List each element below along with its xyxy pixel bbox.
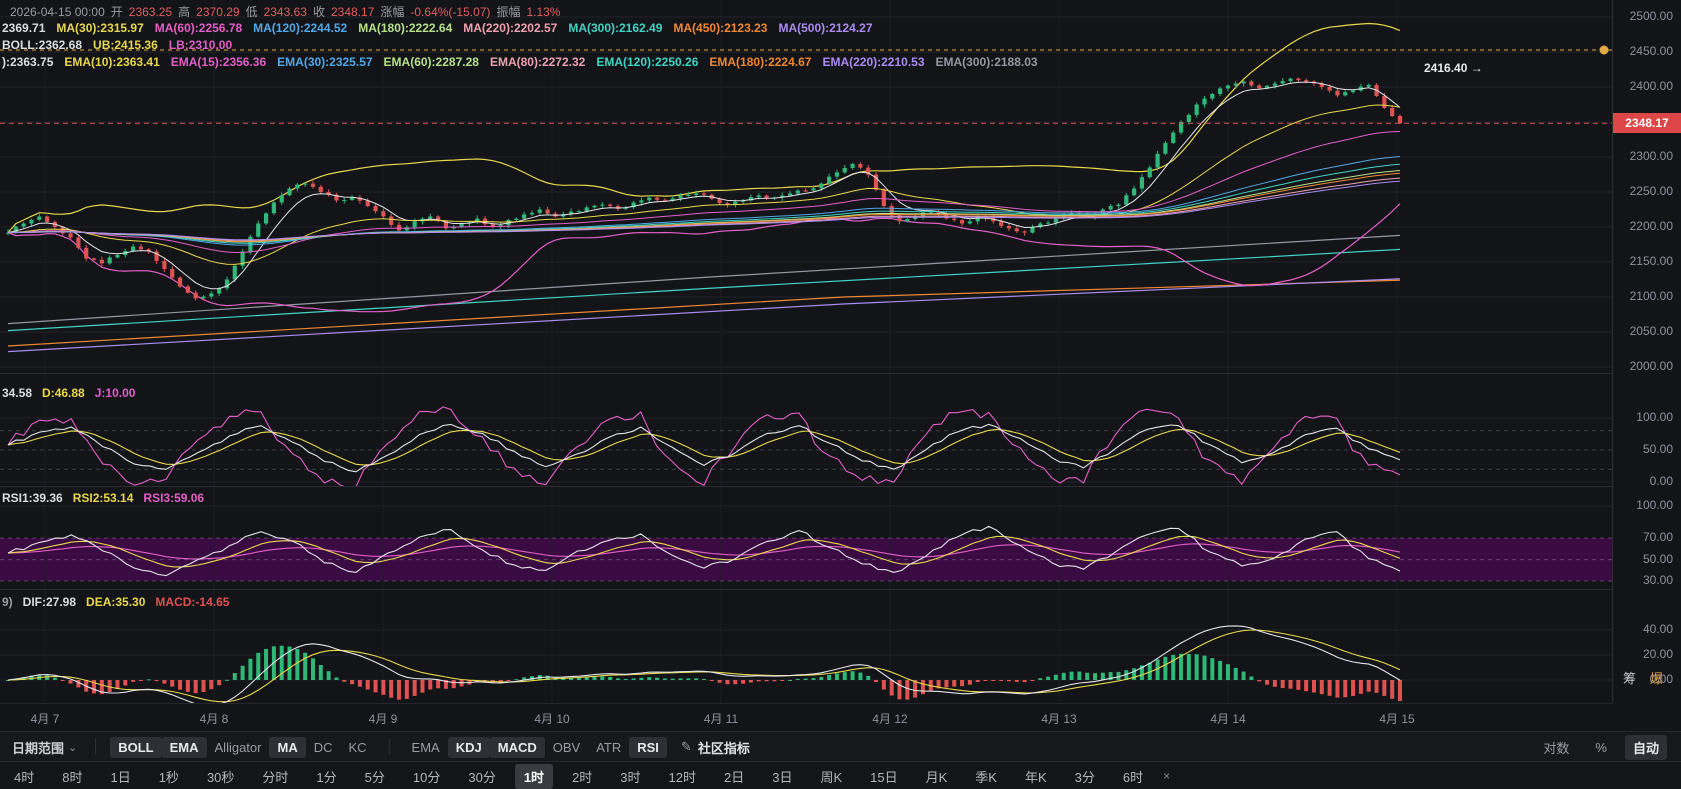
macd-chart[interactable] <box>0 590 1612 703</box>
price-axis-label: 2450.00 <box>1630 44 1673 58</box>
date-tick-label: 4月 8 <box>200 710 229 727</box>
alert-handle-dot[interactable] <box>1600 46 1609 55</box>
community-indicators-button[interactable]: ✎ 社区指标 <box>681 738 750 757</box>
session-high-annotation: 2416.40 → <box>1424 61 1483 75</box>
chevron-down-icon: ⌄ <box>68 741 77 754</box>
community-indicators-label: 社区指标 <box>698 738 750 757</box>
kdj-axis-label: 50.00 <box>1643 442 1673 456</box>
rsi-panel[interactable]: RSI1:39.36RSI2:53.14RSI3:59.06 <box>0 487 1612 590</box>
timeframe-toolbar: 4时 8时 1日 1秒 30秒分时 1分 5分 10分 30分 1时 2时 3时 12时 2日 3日周K 15… <box>0 761 1681 789</box>
edit-icon: ✎ <box>681 739 692 755</box>
indicator-button-KDJ[interactable]: KDJ <box>448 737 490 758</box>
timeframe-button-3时[interactable]: 3时 <box>611 764 649 789</box>
timeframe-button-3日[interactable]: 3日 <box>763 764 801 789</box>
price-axis-label: 2200.00 <box>1630 219 1673 233</box>
timeframe-button-1秒[interactable]: 1秒 <box>150 764 188 789</box>
kdj-axis-label: 100.00 <box>1636 410 1673 424</box>
date-range-button[interactable]: 日期范围 ⌄ <box>8 738 81 757</box>
price-axis-label: 2400.00 <box>1630 79 1673 93</box>
rsi-chart[interactable] <box>0 487 1612 589</box>
scale-option-%[interactable]: % <box>1587 737 1615 758</box>
timeframe-button-4时[interactable]: 4时 <box>5 764 43 789</box>
rsi-axis-label: 50.00 <box>1643 552 1673 566</box>
indicator-button-EMA[interactable]: EMA <box>404 737 448 758</box>
price-chart[interactable] <box>0 0 1612 373</box>
macd-axis-label: 40.00 <box>1643 622 1673 636</box>
price-panel[interactable]: 2026-04-15 00:00开2363.25高2370.29低2343.63… <box>0 0 1612 374</box>
date-tick-label: 4月 10 <box>534 710 569 727</box>
date-tick-label: 4月 13 <box>1041 710 1076 727</box>
timeframe-button-2日[interactable]: 2日 <box>715 764 753 789</box>
timeframe-button-15日[interactable]: 15日 <box>861 764 906 789</box>
indicator-button-EMA[interactable]: EMA <box>162 737 207 758</box>
kdj-panel[interactable]: 34.58D:46.88J:10.00 <box>0 374 1612 487</box>
price-axis-label: 2300.00 <box>1630 149 1673 163</box>
indicator-button-BOLL[interactable]: BOLL <box>110 737 161 758</box>
rsi-axis-label: 30.00 <box>1643 573 1673 587</box>
divider <box>389 739 390 755</box>
date-tick-label: 4月 14 <box>1210 710 1245 727</box>
last-price-badge: 2348.17 <box>1613 113 1681 133</box>
timeframe-button-5分[interactable]: 5分 <box>356 764 394 789</box>
rsi-axis-label: 100.00 <box>1636 498 1673 512</box>
side-tool-label[interactable]: 筹 <box>1623 671 1650 686</box>
macd-axis-label: 20.00 <box>1643 647 1673 661</box>
indicator-button-RSI[interactable]: RSI <box>629 737 667 758</box>
indicator-button-ATR[interactable]: ATR <box>588 737 629 758</box>
macd-axis-label: 0.00 <box>1650 672 1673 686</box>
kdj-axis-label: 0.00 <box>1650 474 1673 488</box>
timeframe-button-年K[interactable]: 年K <box>1016 764 1056 789</box>
timeframe-button-分时[interactable]: 分时 <box>253 764 297 789</box>
timeframe-button-12时[interactable]: 12时 <box>660 764 705 789</box>
macd-panel[interactable]: 9)DIF:27.98DEA:35.30MACD:-14.65 <box>0 590 1612 703</box>
timeframe-button-1时[interactable]: 1时 <box>515 764 553 789</box>
price-axis-label: 2250.00 <box>1630 184 1673 198</box>
timeframe-close-icon[interactable]: × <box>1163 769 1170 783</box>
scale-option-自动[interactable]: 自动 <box>1625 735 1667 760</box>
timeframe-button-6时[interactable]: 6时 <box>1114 764 1152 789</box>
price-axis-label: 2500.00 <box>1630 9 1673 23</box>
date-tick-label: 4月 11 <box>704 710 738 727</box>
date-tick-label: 4月 15 <box>1379 710 1414 727</box>
price-axis-label: 2150.00 <box>1630 254 1673 268</box>
rsi-axis-label: 70.00 <box>1643 530 1673 544</box>
price-axis-label: 2100.00 <box>1630 289 1673 303</box>
timeframe-button-30秒[interactable]: 30秒 <box>198 764 243 789</box>
timeframe-button-周K[interactable]: 周K <box>811 764 851 789</box>
indicator-button-Alligator[interactable]: Alligator <box>207 737 270 758</box>
date-tick-label: 4月 7 <box>31 710 60 727</box>
indicator-button-KC[interactable]: KC <box>340 737 374 758</box>
price-axis-label: 2050.00 <box>1630 324 1673 338</box>
timeframe-button-季K[interactable]: 季K <box>966 764 1006 789</box>
chart-area[interactable]: 2026-04-15 00:00开2363.25高2370.29低2343.63… <box>0 0 1613 703</box>
trading-app: 2026-04-15 00:00开2363.25高2370.29低2343.63… <box>0 0 1681 789</box>
price-axis[interactable]: 2348.17 筹爆 2500.002450.002400.002300.002… <box>1613 0 1681 703</box>
price-axis-label: 2000.00 <box>1630 359 1673 373</box>
timeframe-button-1分[interactable]: 1分 <box>307 764 345 789</box>
indicator-button-DC[interactable]: DC <box>306 737 341 758</box>
timeframe-button-3分[interactable]: 3分 <box>1066 764 1104 789</box>
timeframe-button-2时[interactable]: 2时 <box>563 764 601 789</box>
timeframe-button-10分[interactable]: 10分 <box>404 764 449 789</box>
indicator-button-MACD[interactable]: MACD <box>490 737 545 758</box>
timeframe-button-8时[interactable]: 8时 <box>53 764 91 789</box>
date-tick-label: 4月 9 <box>369 710 398 727</box>
timeframe-button-1日[interactable]: 1日 <box>101 764 139 789</box>
timeframe-button-月K[interactable]: 月K <box>917 764 957 789</box>
date-range-label: 日期范围 <box>12 738 64 757</box>
kdj-chart[interactable] <box>0 374 1612 486</box>
divider <box>95 739 96 755</box>
indicator-toolbar: 日期范围 ⌄ BOLLEMAAlligatorMADCKC EMAKDJMACD… <box>0 731 1681 762</box>
timeframe-button-30分[interactable]: 30分 <box>459 764 504 789</box>
scale-option-对数[interactable]: 对数 <box>1535 735 1577 760</box>
indicator-button-MA[interactable]: MA <box>269 737 305 758</box>
date-tick-label: 4月 12 <box>872 710 907 727</box>
indicator-button-OBV[interactable]: OBV <box>545 737 588 758</box>
time-axis[interactable]: 4月 7 4月 8 4月 9 4月 10 4月 11 4月 12 4月 13 4月 14 4月 … <box>0 703 1612 732</box>
